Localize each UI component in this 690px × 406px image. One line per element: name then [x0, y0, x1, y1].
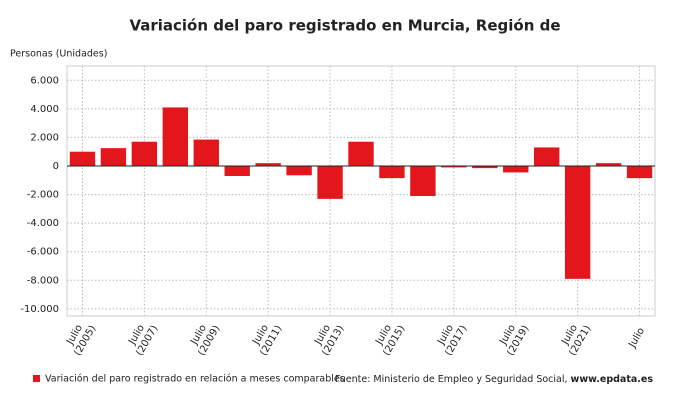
bar: [255, 163, 281, 166]
y-tick-label: 6.000: [30, 75, 59, 86]
bar: [410, 166, 436, 196]
chart-title: Variación del paro registrado en Murcia,…: [129, 17, 560, 35]
bar: [69, 151, 96, 166]
y-tick-label: -8.000: [27, 275, 59, 286]
bar: [595, 163, 622, 166]
y-tick-label: -6.000: [27, 247, 59, 258]
legend-swatch: [33, 375, 40, 382]
bar: [472, 166, 498, 169]
bar: [348, 141, 374, 166]
source-text: Fuente: Ministerio de Empleo y Seguridad…: [335, 374, 571, 385]
bar: [626, 166, 653, 179]
y-axis-label: Personas (Unidades): [10, 49, 107, 60]
bar: [162, 107, 189, 166]
y-tick-label: 4.000: [30, 104, 59, 115]
bar: [193, 139, 219, 166]
bar: [533, 147, 560, 166]
bar: [100, 148, 127, 166]
source: Fuente: Ministerio de Empleo y Seguridad…: [335, 374, 654, 385]
y-tick-label: 2.000: [30, 132, 59, 143]
bar: [379, 166, 405, 179]
bar: [503, 166, 529, 173]
y-tick-label: -10.000: [20, 304, 59, 315]
bar: [317, 166, 343, 199]
y-tick-label: -4.000: [27, 218, 59, 229]
y-tick-label: 0: [53, 161, 59, 172]
source-site: www.epdata.es: [571, 374, 654, 385]
bar: [286, 166, 312, 176]
bar: [131, 141, 158, 166]
bar: [441, 166, 467, 168]
legend-label: Variación del paro registrado en relació…: [45, 374, 345, 385]
y-tick-label: -2.000: [27, 190, 59, 201]
bar: [224, 166, 250, 176]
bar: [564, 166, 591, 279]
plot-area: [66, 65, 656, 317]
